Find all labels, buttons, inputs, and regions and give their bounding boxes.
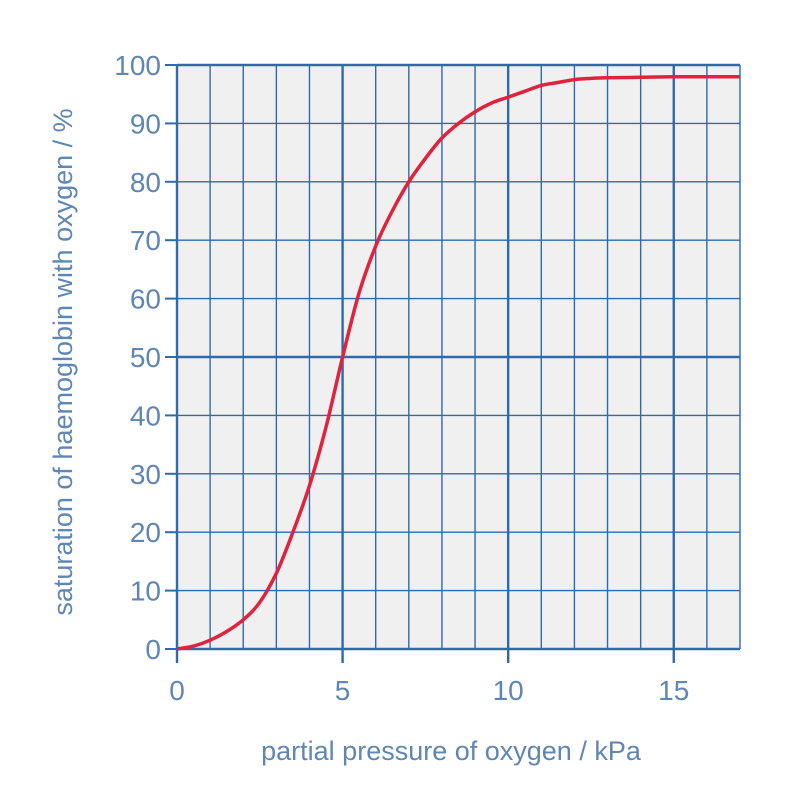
y-tick-label: 100: [114, 50, 161, 81]
y-tick-label: 70: [130, 225, 161, 256]
x-tick-label: 5: [335, 675, 351, 706]
y-tick-label: 0: [145, 634, 161, 665]
y-tick-label: 60: [130, 284, 161, 315]
x-tick-label: 10: [493, 675, 524, 706]
x-axis-label: partial pressure of oxygen / kPa: [261, 736, 642, 766]
saturation-curve: [176, 74, 740, 651]
y-axis-label: saturation of haemoglobin with oxygen / …: [48, 108, 78, 615]
x-tick-label: 0: [169, 675, 185, 706]
y-tick-label: 80: [130, 167, 161, 198]
y-tick-label: 90: [130, 108, 161, 139]
y-tick-label: 30: [130, 459, 161, 490]
y-tick-label: 40: [130, 400, 161, 431]
y-tick-label: 50: [130, 342, 161, 373]
y-tick-label: 20: [130, 517, 161, 548]
y-axis-ticks: 0 10 20 30 40 50 60 70 80 90 100: [114, 50, 177, 665]
x-axis-ticks: 0 5 10 15: [169, 649, 689, 706]
x-tick-label: 15: [658, 675, 689, 706]
y-tick-label: 10: [130, 576, 161, 607]
grid: [175, 63, 741, 651]
